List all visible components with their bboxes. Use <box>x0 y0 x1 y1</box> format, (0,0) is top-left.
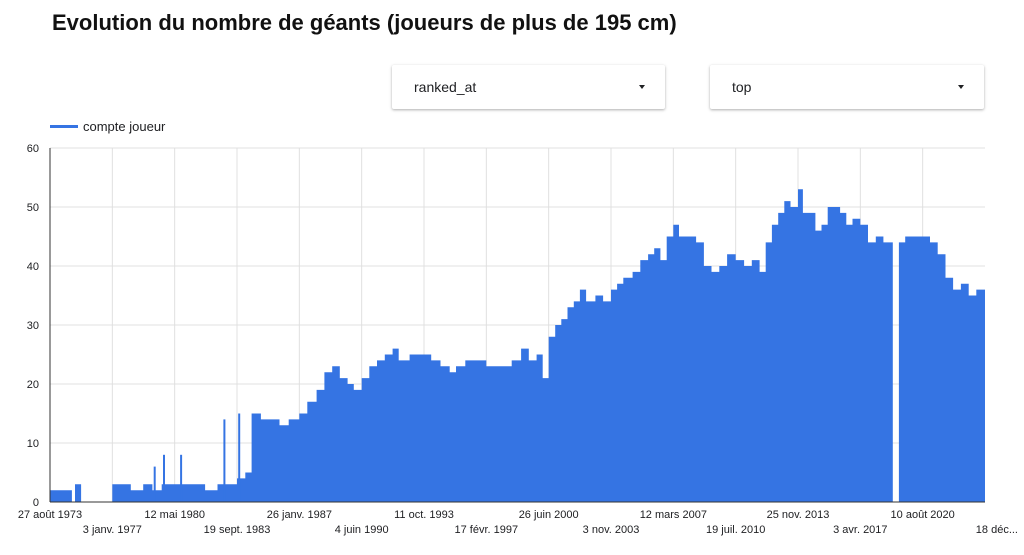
x-tick-label: 4 juin 1990 <box>335 524 389 536</box>
x-tick-label: 26 juin 2000 <box>519 509 579 521</box>
x-tick-label: 19 juil. 2010 <box>706 524 765 536</box>
x-tick-label: 18 déc... <box>976 524 1018 536</box>
top-filter-label: top <box>732 79 752 95</box>
x-tick-label: 3 avr. 2017 <box>833 524 887 536</box>
caret-down-icon <box>958 85 964 89</box>
y-tick-label: 20 <box>27 379 39 391</box>
x-tick-label: 12 mai 1980 <box>144 509 205 521</box>
page-title: Evolution du nombre de géants (joueurs d… <box>52 10 677 35</box>
x-tick-label: 3 nov. 2003 <box>583 524 640 536</box>
ranked-at-filter-label: ranked_at <box>414 79 477 95</box>
series-spike <box>153 466 156 502</box>
y-tick-label: 60 <box>27 143 39 155</box>
x-tick-label: 10 août 2020 <box>891 509 955 521</box>
top-filter-dropdown[interactable]: top <box>710 65 984 109</box>
x-tick-label: 26 janv. 1987 <box>267 509 332 521</box>
x-tick-label: 12 mars 2007 <box>640 509 707 521</box>
x-tick-label: 27 août 1973 <box>18 509 82 521</box>
x-tick-label: 17 févr. 1997 <box>455 524 519 536</box>
series-spike <box>223 419 226 502</box>
x-tick-label: 3 janv. 1977 <box>83 524 142 536</box>
y-tick-label: 30 <box>27 320 39 332</box>
series-spike <box>180 454 183 502</box>
ranked-at-filter-dropdown[interactable]: ranked_at <box>392 65 665 109</box>
x-tick-label: 11 oct. 1993 <box>394 509 454 521</box>
x-tick-label: 25 nov. 2013 <box>767 509 830 521</box>
y-tick-label: 10 <box>27 438 39 450</box>
legend-swatch <box>50 125 78 128</box>
y-tick-label: 0 <box>33 497 39 509</box>
series-spike <box>163 454 165 502</box>
caret-down-icon <box>639 85 645 89</box>
x-tick-label: 19 sept. 1983 <box>204 524 271 536</box>
series-area <box>50 189 985 503</box>
legend-label: compte joueur <box>83 119 166 134</box>
y-tick-label: 50 <box>27 202 39 214</box>
y-tick-label: 40 <box>27 261 39 273</box>
series-spike <box>238 413 241 502</box>
